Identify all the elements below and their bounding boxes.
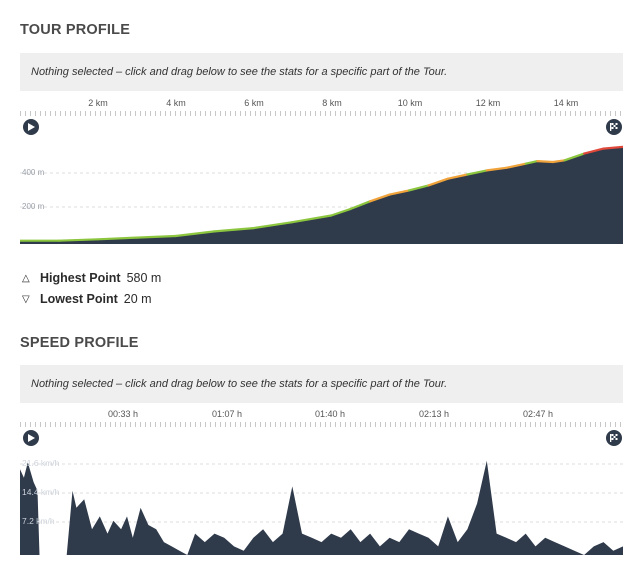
tour-selection-info: Nothing selected – click and drag below … (20, 53, 623, 91)
elevation-line-segment (582, 147, 605, 155)
highest-point-value: 580 m (126, 271, 162, 285)
speed-x-tick: 00:33 h (107, 409, 139, 419)
elevation-line-segment (446, 173, 469, 180)
tour-elevation-chart[interactable]: 400 m 200 m (20, 116, 623, 246)
elevation-line-segment (388, 189, 411, 196)
elevation-line-segment (551, 159, 566, 164)
tour-finish-marker[interactable] (606, 119, 622, 135)
elevation-line-segment (96, 236, 138, 241)
speed-profile-title: SPEED PROFILE (20, 335, 139, 351)
speed-finish-marker[interactable] (606, 430, 622, 446)
tour-x-tick: 8 km (322, 98, 342, 108)
elevation-line-segment (135, 234, 177, 239)
speed-y-label-21-6: 21.6 km/h (22, 458, 60, 468)
elevation-line-segment (602, 145, 623, 150)
speed-x-tick: 02:13 h (418, 409, 450, 419)
lowest-point-value: 20 m (123, 292, 152, 306)
speed-x-tick: 01:07 h (211, 409, 243, 419)
elevation-line-segment (505, 162, 527, 169)
tour-x-tick: 14 km (553, 98, 579, 108)
elevation-line-segment (349, 200, 372, 211)
tour-play-button[interactable] (23, 119, 39, 135)
elevation-line-segment (407, 184, 430, 192)
elevation-line-segment (291, 214, 333, 224)
play-icon (28, 123, 35, 131)
elevation-line-segment (536, 159, 555, 164)
elevation-line-segment (213, 226, 255, 233)
speed-axis-ticks (20, 422, 623, 427)
speed-time-axis: 00:33 h 01:07 h 01:40 h 02:13 h 02:47 h (20, 405, 623, 427)
tour-y-label-400: 400 m (22, 168, 45, 177)
finish-flag-icon (610, 434, 618, 442)
elevation-line-segment (485, 166, 508, 172)
triangle-up-icon: △ (22, 272, 30, 284)
elevation-line-segment (369, 193, 391, 203)
tour-axis-ticks (20, 111, 623, 116)
elevation-line-segment (330, 207, 352, 217)
speed-area-fill (20, 460, 623, 555)
speed-selection-info: Nothing selected – click and drag below … (20, 365, 623, 403)
tour-y-label-200: 200 m (22, 202, 45, 211)
elevation-area (20, 145, 623, 244)
highest-point-label: Highest Point (40, 271, 121, 285)
speed-y-label-14-4: 14.4 km/h (22, 487, 60, 497)
triangle-down-icon: ▽ (22, 293, 30, 305)
speed-play-button[interactable] (23, 430, 39, 446)
elevation-line-segment (174, 230, 216, 238)
elevation-line-segment (57, 238, 99, 242)
tour-selection-info-text: Nothing selected – click and drag below … (31, 66, 448, 78)
speed-x-tick: 02:47 h (522, 409, 554, 419)
speed-selection-info-text: Nothing selected – click and drag below … (31, 378, 448, 390)
tour-x-tick: 6 km (244, 98, 264, 108)
tour-x-tick: 12 km (475, 98, 501, 108)
lowest-point-label: Lowest Point (40, 292, 118, 306)
elevation-line-segment (524, 159, 539, 165)
highest-point-row: △ Highest Point 580 m (22, 271, 161, 285)
speed-area (20, 460, 623, 555)
elevation-line-segment (466, 169, 488, 176)
play-icon (28, 434, 35, 442)
finish-flag-icon (610, 123, 618, 131)
tour-x-tick: 4 km (166, 98, 186, 108)
tour-x-tick: 10 km (397, 98, 423, 108)
speed-profile-svg[interactable]: 21.6 km/h 14.4 km/h 7.2 km/h (20, 427, 623, 557)
lowest-point-row: ▽ Lowest Point 20 m (22, 292, 152, 306)
speed-x-tick: 01:40 h (314, 409, 346, 419)
speed-chart[interactable]: 21.6 km/h 14.4 km/h 7.2 km/h (20, 427, 623, 557)
elevation-line-segment (427, 177, 449, 187)
tour-x-tick: 2 km (88, 98, 108, 108)
tour-profile-title: TOUR PROFILE (20, 22, 131, 38)
elevation-area-fill (20, 146, 623, 244)
elevation-line-segment (563, 152, 586, 162)
elevation-line-segment (252, 221, 294, 230)
speed-y-label-7-2: 7.2 km/h (22, 516, 55, 526)
tour-distance-axis: 2 km 4 km 6 km 8 km 10 km 12 km 14 km (20, 94, 623, 116)
elevation-profile-svg[interactable]: 400 m 200 m (20, 116, 623, 246)
